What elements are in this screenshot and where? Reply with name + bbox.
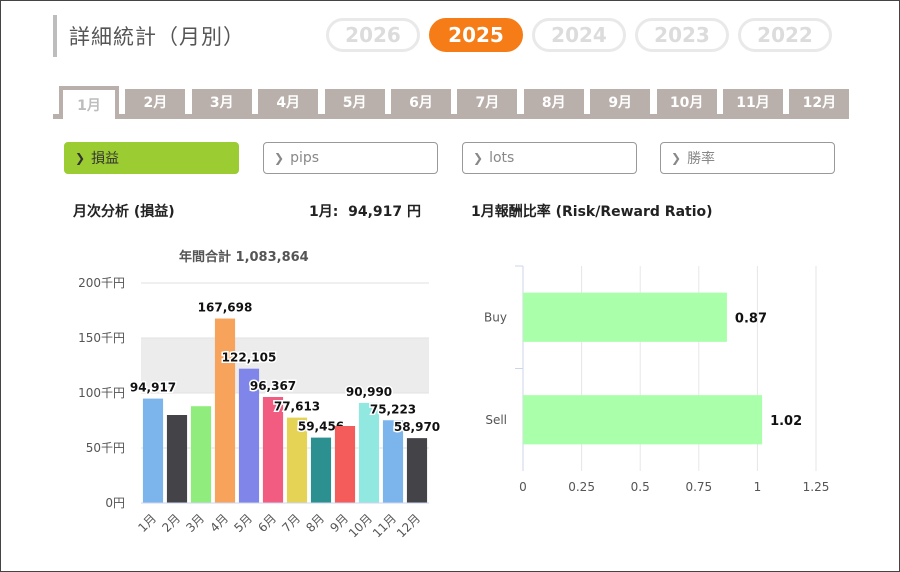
year-button-2025[interactable]: 2025 [429, 18, 523, 52]
tab-month-2[interactable]: 2月 [125, 89, 186, 114]
tab-month-8[interactable]: 8月 [523, 89, 584, 114]
y-tick-label: 0円 [105, 496, 125, 510]
bar-data-label: 122,105 [222, 351, 277, 365]
bar-2月[interactable] [166, 415, 188, 503]
metric-button-pips[interactable]: ❯ pips [263, 142, 438, 174]
tab-month-5[interactable]: 5月 [324, 89, 385, 114]
x-tick-label: 0.5 [631, 480, 650, 494]
risk-reward-chart: 0 0.25 0.5 0.75 1 1.25 Buy 0.87 Sell 1.02 [484, 265, 830, 494]
month-value-readout: 1月: 94,917 円 [309, 201, 421, 221]
tab-month-3[interactable]: 3月 [191, 89, 252, 114]
monthly-analysis-title: 月次分析 (損益) [73, 204, 175, 220]
month-value: 94,917 円 [348, 204, 421, 220]
plot-band [141, 338, 429, 393]
x-tick-label: 7月 [279, 511, 303, 535]
page-title-wrap: 詳細統計（月別） [53, 15, 245, 57]
metric-button-lots[interactable]: ❯ lots [462, 142, 637, 174]
annual-total: 年間合計 1,083,864 [179, 250, 309, 265]
year-button-2024[interactable]: 2024 [532, 18, 626, 52]
bar-data-label: 96,367 [250, 379, 296, 393]
year-button-2026[interactable]: 2026 [326, 18, 420, 52]
ratio-section-title: 1月報酬比率 (Risk/Reward Ratio) [471, 204, 713, 220]
bar-5月[interactable] [238, 368, 260, 503]
bar-buy[interactable] [523, 292, 727, 342]
chevron-right-icon: ❯ [671, 151, 682, 165]
x-tick-label: 6月 [255, 511, 279, 535]
bar-sell[interactable] [523, 395, 763, 445]
category-label: Sell [485, 413, 507, 427]
month-tabs: 1月 2月 3月 4月 5月 6月 7月 8月 9月 10月 11月 12月 [53, 81, 850, 119]
month-value-label: 1月: [309, 204, 339, 220]
bar-8月[interactable] [310, 437, 332, 503]
bar-data-label: 167,698 [198, 301, 253, 315]
bar-11月[interactable] [382, 420, 404, 503]
metric-label: lots [489, 150, 515, 166]
tabs-baseline [53, 114, 849, 119]
bar-data-label: 94,917 [130, 381, 176, 395]
y-tick-label: 150千円 [78, 331, 125, 345]
chevron-right-icon: ❯ [75, 151, 86, 165]
tab-month-11[interactable]: 11月 [723, 89, 783, 114]
bar-12月[interactable] [406, 438, 428, 503]
x-tick-label: 12月 [394, 511, 423, 540]
x-tick-label: 8月 [303, 511, 327, 535]
year-button-2022[interactable]: 2022 [738, 18, 832, 52]
tab-month-7[interactable]: 7月 [457, 89, 518, 114]
x-tick-label: 0 [519, 480, 527, 494]
x-tick-label: 3月 [183, 511, 207, 535]
x-tick-label: 0.25 [568, 480, 595, 494]
x-tick-label: 11月 [370, 511, 399, 540]
page-title: 詳細統計（月別） [69, 25, 245, 49]
chevron-right-icon: ❯ [473, 151, 484, 165]
bar-data-label: 58,970 [394, 420, 440, 434]
year-selector: 2026 2025 2024 2023 2022 [326, 18, 832, 52]
metric-label: 勝率 [687, 151, 716, 167]
x-tick-label: 4月 [207, 511, 231, 535]
bar-4月[interactable] [214, 318, 236, 503]
tab-month-6[interactable]: 6月 [391, 89, 451, 114]
bar-1月[interactable] [142, 398, 164, 503]
bar-data-label: 90,990 [346, 385, 392, 399]
x-tick-label: 10月 [346, 511, 375, 540]
metric-label: pips [290, 150, 320, 166]
bar-7月[interactable] [286, 417, 308, 503]
tab-month-4[interactable]: 4月 [258, 89, 319, 114]
x-tick-label: 0.75 [685, 480, 712, 494]
tab-month-1[interactable]: 1月 [59, 86, 119, 119]
x-tick-label: 5月 [231, 511, 255, 535]
category-label: Buy [484, 310, 507, 324]
bar-data-label: 1.02 [770, 414, 802, 429]
x-tick-label: 1.25 [803, 480, 830, 494]
metric-button-winrate[interactable]: ❯ 勝率 [660, 142, 835, 174]
metric-button-pnl[interactable]: ❯ 損益 [64, 142, 239, 174]
bar-data-label: 75,223 [370, 402, 416, 416]
x-tick-label: 2月 [159, 511, 183, 535]
x-tick-label: 1 [754, 480, 762, 494]
bar-6月[interactable] [262, 396, 284, 503]
tab-month-9[interactable]: 9月 [590, 89, 651, 114]
bar-3月[interactable] [190, 406, 212, 503]
bar-data-label: 0.87 [735, 311, 767, 326]
bar-10月[interactable] [358, 402, 380, 503]
y-tick-label: 50千円 [86, 441, 125, 455]
y-tick-label: 100千円 [78, 386, 125, 400]
bar-data-label: 59,456 [298, 420, 344, 434]
x-tick-label: 1月 [135, 511, 159, 535]
tab-month-12[interactable]: 12月 [789, 89, 850, 114]
y-tick-label: 200千円 [78, 276, 125, 290]
chevron-right-icon: ❯ [274, 151, 285, 165]
tab-month-10[interactable]: 10月 [656, 89, 717, 114]
bar-9月[interactable] [334, 426, 356, 503]
monthly-pnl-chart: 0円 50千円 100千円 150千円 200千円 94,917 1月 2月 3月 167,698… [78, 276, 441, 540]
bar-data-label: 77,613 [274, 400, 320, 414]
year-button-2023[interactable]: 2023 [635, 18, 729, 52]
metric-label: 損益 [91, 151, 120, 167]
